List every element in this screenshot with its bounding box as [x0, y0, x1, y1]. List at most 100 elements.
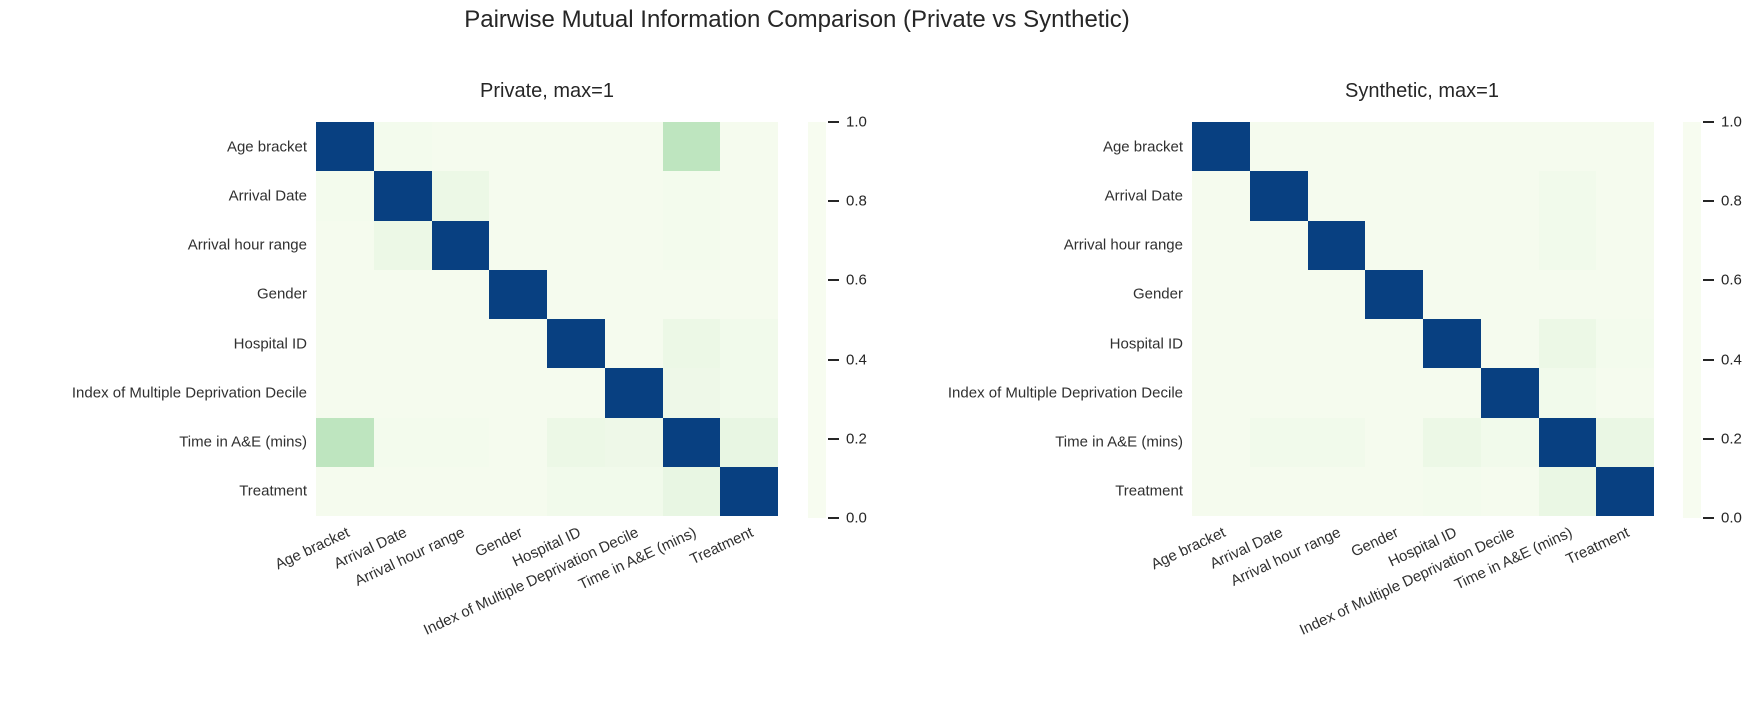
heatmap-grid — [1192, 122, 1654, 516]
y-tick-label: Hospital ID — [1109, 335, 1183, 353]
heatmap-cell — [1307, 122, 1366, 172]
heatmap-cell — [547, 269, 605, 319]
heatmap-cell — [489, 368, 547, 418]
y-tick-label: Treatment — [239, 482, 307, 500]
y-tick-label: Time in A&E (mins) — [1055, 433, 1183, 451]
heatmap-cell — [604, 466, 663, 516]
heatmap-cell — [720, 368, 778, 418]
y-tick-label: Gender — [256, 285, 307, 303]
colorbar-tick-label: 0.2 — [1721, 430, 1742, 448]
colorbar-tick — [828, 200, 839, 203]
heatmap-cell — [1365, 171, 1423, 221]
heatmap-cell — [373, 269, 432, 319]
heatmap-cell — [316, 417, 374, 467]
heatmap-cell — [1249, 220, 1308, 270]
heatmap-cell — [431, 220, 490, 270]
heatmap-cell — [1596, 269, 1654, 319]
heatmap-cell — [1249, 269, 1308, 319]
colorbar — [808, 122, 826, 518]
heatmap-cell — [373, 319, 432, 369]
colorbar-tick — [828, 358, 839, 361]
heatmap-cell — [547, 417, 605, 467]
colorbar-tick-label: 0.6 — [1721, 271, 1742, 289]
heatmap-cell — [1192, 368, 1250, 418]
heatmap-cell — [1596, 417, 1654, 467]
colorbar-tick-label: 0.6 — [846, 271, 867, 289]
colorbar — [1683, 122, 1701, 518]
heatmap-cell — [489, 466, 547, 516]
heatmap-cell — [1365, 269, 1423, 319]
heatmap-cell — [720, 220, 778, 270]
colorbar-tick-label: 1.0 — [846, 113, 867, 131]
heatmap-cell — [431, 122, 490, 172]
heatmap-cell — [1307, 368, 1366, 418]
colorbar-tick-label: 0.0 — [1721, 509, 1742, 527]
heatmap-cell — [604, 417, 663, 467]
heatmap-cell — [662, 466, 721, 516]
heatmap-cell — [431, 319, 490, 369]
heatmap-cell — [720, 122, 778, 172]
heatmap-cell — [1307, 171, 1366, 221]
heatmap-cell — [316, 122, 374, 172]
colorbar-tick — [828, 121, 839, 123]
heatmap-cell — [316, 220, 374, 270]
heatmap-cell — [489, 171, 547, 221]
heatmap-cell — [720, 319, 778, 369]
heatmap-cell — [604, 319, 663, 369]
heatmap-cell — [720, 417, 778, 467]
heatmap-cell — [316, 171, 374, 221]
colorbar-tick-label: 1.0 — [1721, 113, 1742, 131]
heatmap-cell — [1423, 368, 1481, 418]
heatmap-cell — [1423, 122, 1481, 172]
heatmap-cell — [604, 171, 663, 221]
heatmap-grid — [316, 122, 778, 516]
heatmap-cell — [1538, 171, 1597, 221]
x-tick-label: Treatment — [687, 524, 757, 569]
heatmap-cell — [1365, 368, 1423, 418]
heatmap-cell — [1538, 122, 1597, 172]
heatmap-cell — [1538, 368, 1597, 418]
heatmap-cell — [1596, 466, 1654, 516]
heatmap-cell — [373, 220, 432, 270]
heatmap-cell — [1480, 319, 1539, 369]
heatmap-cell — [1538, 220, 1597, 270]
heatmap-cell — [1423, 417, 1481, 467]
heatmap-cell — [1480, 368, 1539, 418]
colorbar-tick — [1703, 437, 1714, 440]
heatmap-cell — [662, 269, 721, 319]
colorbar-tick-label: 0.8 — [846, 192, 867, 210]
colorbar-tick-label: 0.4 — [846, 351, 867, 369]
heatmap-cell — [316, 269, 374, 319]
heatmap-cell — [1365, 466, 1423, 516]
heatmap-cell — [489, 269, 547, 319]
y-tick-label: Age bracket — [226, 138, 307, 156]
heatmap-cell — [1365, 417, 1423, 467]
heatmap-cell — [662, 171, 721, 221]
heatmap-cell — [1307, 220, 1366, 270]
y-tick-label: Gender — [1132, 285, 1183, 303]
heatmap-cell — [316, 466, 374, 516]
heatmap-cell — [1596, 122, 1654, 172]
heatmap-cell — [489, 220, 547, 270]
heatmap-cell — [662, 319, 721, 369]
colorbar-tick — [1703, 358, 1714, 361]
heatmap-cell — [431, 269, 490, 319]
subplot-title-private: Private, max=1 — [480, 80, 614, 102]
colorbar-tick-label: 0.8 — [1721, 192, 1742, 210]
heatmap-cell — [1192, 220, 1250, 270]
heatmap-cell — [1596, 220, 1654, 270]
heatmap-cell — [1480, 122, 1539, 172]
heatmap-cell — [1249, 368, 1308, 418]
heatmap-cell — [431, 368, 490, 418]
heatmap-cell — [1538, 269, 1597, 319]
x-tick-label: Treatment — [1563, 524, 1633, 569]
heatmap-cell — [720, 466, 778, 516]
heatmap-cell — [431, 171, 490, 221]
heatmap-cell — [373, 122, 432, 172]
heatmap-cell — [1249, 319, 1308, 369]
heatmap-cell — [1423, 466, 1481, 516]
heatmap-cell — [1365, 220, 1423, 270]
heatmap-cell — [1249, 122, 1308, 172]
heatmap-cell — [431, 466, 490, 516]
